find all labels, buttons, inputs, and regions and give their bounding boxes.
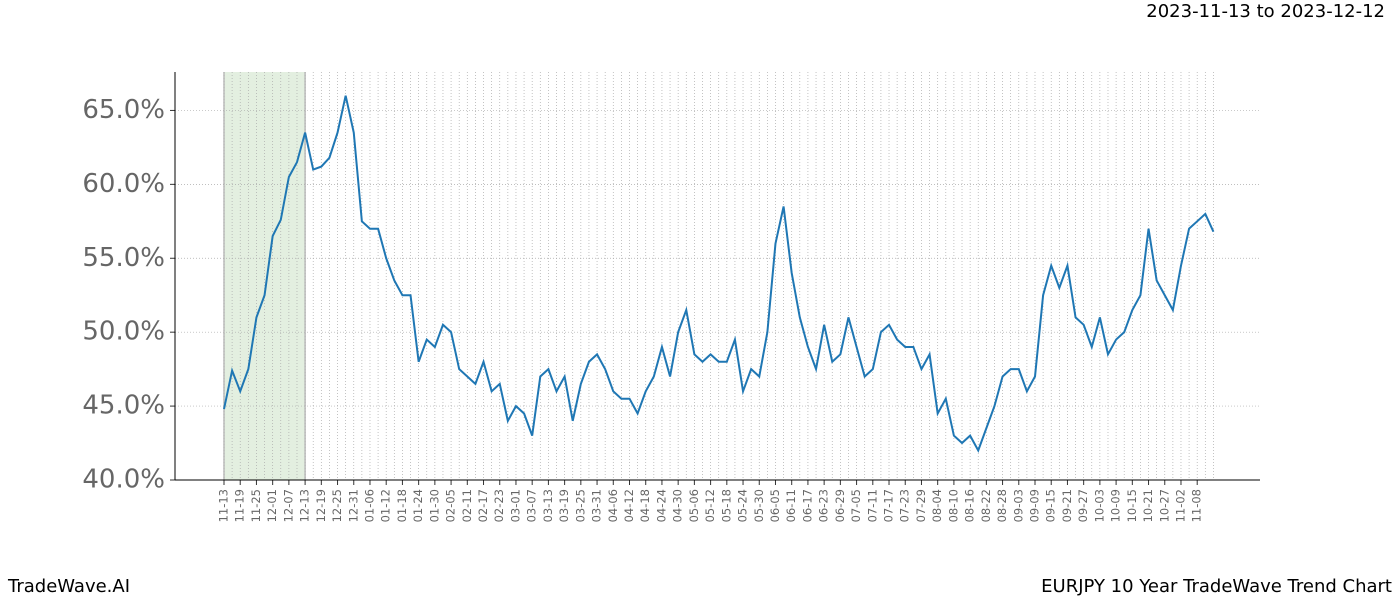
x-tick-label: 07-23 (898, 489, 912, 522)
x-tick-label: 10-21 (1141, 489, 1155, 522)
x-tick-label: 12-19 (314, 489, 328, 522)
x-tick-label: 11-19 (233, 489, 247, 522)
x-tick-label: 08-04 (930, 489, 944, 522)
y-tick-label: 50.0% (82, 317, 165, 347)
x-tick-label: 09-03 (1011, 489, 1025, 522)
y-tick-label: 60.0% (82, 169, 165, 199)
y-tick-label: 40.0% (82, 465, 165, 495)
chart-subtitle: 2023-11-13 to 2023-12-12 (1146, 1, 1385, 22)
x-tick-label: 06-11 (784, 489, 798, 522)
footer-right: EURJPY 10 Year TradeWave Trend Chart (1041, 576, 1392, 597)
x-tick-label: 03-13 (541, 489, 555, 522)
x-tick-label: 10-03 (1092, 489, 1106, 522)
x-tick-label: 04-18 (638, 489, 652, 522)
x-tick-label: 02-17 (476, 489, 490, 522)
x-tick-label: 03-31 (590, 489, 604, 522)
x-tick-label: 01-12 (379, 489, 393, 522)
x-tick-label: 08-10 (946, 489, 960, 522)
x-tick-label: 09-15 (1044, 489, 1058, 522)
x-tick-label: 09-09 (1028, 489, 1042, 522)
x-tick-label: 07-17 (882, 489, 896, 522)
x-tick-label: 12-07 (281, 489, 295, 522)
x-tick-label: 05-30 (752, 489, 766, 522)
x-tick-label: 03-25 (573, 489, 587, 522)
x-tick-label: 09-27 (1076, 489, 1090, 522)
x-tick-label: 06-17 (800, 489, 814, 522)
x-tick-label: 11-08 (1190, 489, 1204, 522)
x-tick-label: 08-28 (995, 489, 1009, 522)
x-tick-label: 02-11 (460, 489, 474, 522)
x-tick-label: 10-09 (1109, 489, 1123, 522)
x-tick-label: 06-23 (817, 489, 831, 522)
x-tick-label: 08-16 (963, 489, 977, 522)
x-tick-label: 03-01 (508, 489, 522, 522)
x-tick-label: 03-19 (557, 489, 571, 522)
x-tick-label: 01-18 (395, 489, 409, 522)
x-tick-label: 12-25 (330, 489, 344, 522)
x-tick-label: 11-13 (217, 489, 231, 522)
x-tick-label: 04-24 (654, 489, 668, 522)
y-tick-label: 55.0% (82, 243, 165, 273)
x-tick-label: 12-01 (265, 489, 279, 522)
x-tick-label: 05-06 (687, 489, 701, 522)
x-tick-label: 04-30 (671, 489, 685, 522)
x-tick-label: 05-18 (719, 489, 733, 522)
x-tick-label: 10-15 (1125, 489, 1139, 522)
x-tick-label: 10-27 (1157, 489, 1171, 522)
x-tick-label: 06-05 (768, 489, 782, 522)
x-tick-label: 01-24 (411, 489, 425, 522)
x-tick-label: 07-11 (865, 489, 879, 522)
x-tick-label: 03-07 (525, 489, 539, 522)
x-tick-label: 09-21 (1060, 489, 1074, 522)
x-tick-label: 02-05 (444, 489, 458, 522)
x-tick-label: 05-12 (703, 489, 717, 522)
x-tick-label: 07-05 (849, 489, 863, 522)
y-tick-label: 65.0% (82, 95, 165, 125)
y-tick-label: 45.0% (82, 391, 165, 421)
x-tick-label: 01-30 (427, 489, 441, 522)
x-tick-label: 04-06 (606, 489, 620, 522)
x-tick-label: 06-29 (833, 489, 847, 522)
x-tick-label: 11-02 (1173, 489, 1187, 522)
x-tick-label: 11-25 (249, 489, 263, 522)
x-tick-label: 12-31 (346, 489, 360, 522)
x-tick-label: 02-23 (492, 489, 506, 522)
x-tick-label: 01-06 (362, 489, 376, 522)
x-tick-label: 07-29 (914, 489, 928, 522)
footer-left: TradeWave.AI (7, 576, 130, 597)
x-tick-label: 08-22 (979, 489, 993, 522)
x-tick-label: 04-12 (622, 489, 636, 522)
x-tick-label: 05-24 (736, 489, 750, 522)
x-tick-label: 12-13 (298, 489, 312, 522)
series-line (223, 95, 1215, 453)
